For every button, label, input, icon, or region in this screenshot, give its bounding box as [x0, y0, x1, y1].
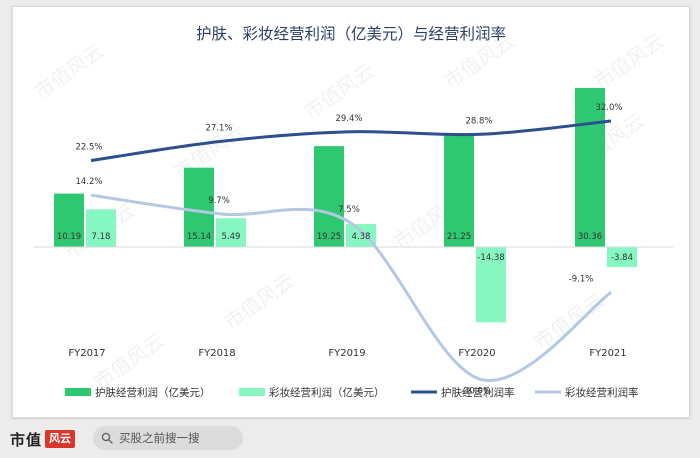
- legend-label: 护肤经营利润率: [441, 386, 515, 399]
- bar-makeup: [86, 209, 116, 247]
- x-tick-label: FY2017: [68, 348, 105, 359]
- legend-swatch-bar: [239, 388, 265, 396]
- brand-seal: 风云: [45, 430, 76, 448]
- watermark-text: 市值风云: [529, 288, 608, 354]
- bar-label-makeup: 5.49: [222, 232, 241, 242]
- x-tick-label: FY2018: [198, 348, 235, 359]
- line-label-makeup: 7.5%: [338, 205, 360, 215]
- legend-swatch-bar: [65, 388, 91, 396]
- x-tick-label: FY2020: [458, 348, 495, 359]
- bar-skincare: [444, 135, 474, 247]
- x-tick-label: FY2019: [328, 348, 365, 359]
- bar-label-skincare: 21.25: [447, 232, 471, 242]
- bar-skincare: [314, 146, 344, 247]
- line-label-skincare: 32.0%: [595, 103, 622, 113]
- line-layer: [90, 119, 612, 383]
- bar-skincare: [184, 167, 214, 247]
- data-label-layer: 10.19 7.18 15.14 5.49 19.25 4.38 21.25 -14.38 30…: [57, 103, 633, 397]
- legend-label: 彩妆经营利润率: [565, 386, 639, 399]
- watermark-text: 市值风云: [219, 268, 298, 334]
- line-label-skincare: 28.8%: [465, 116, 492, 126]
- bar-skincare: [54, 193, 84, 247]
- line-skincare-margin: [90, 119, 612, 163]
- line-label-makeup: 14.2%: [75, 177, 102, 187]
- bar-makeup: [607, 247, 637, 268]
- chart-title: 护肤、彩妆经营利润（亿美元）与经营利润率: [196, 25, 506, 43]
- search-icon: [101, 432, 113, 444]
- watermark-text: 市值风云: [89, 328, 168, 394]
- legend-label: 彩妆经营利润（亿美元）: [269, 386, 385, 399]
- bar-makeup: [346, 224, 376, 247]
- legend-label: 护肤经营利润（亿美元）: [95, 386, 211, 399]
- bar-skincare: [575, 87, 605, 247]
- bar-label-skincare: 10.19: [57, 232, 81, 242]
- brand-name: 市值: [10, 430, 43, 449]
- watermark-text: 市值风云: [29, 38, 108, 104]
- line-label-skincare: 29.4%: [335, 114, 362, 124]
- line-label-makeup: -30.0%: [461, 387, 491, 397]
- bar-label-skincare: 15.14: [187, 232, 211, 242]
- bar-makeup: [216, 218, 246, 247]
- bar-label-makeup: -14.38: [477, 253, 504, 263]
- line-label-makeup: -9.1%: [569, 274, 594, 284]
- bar-layer: [54, 87, 637, 323]
- bar-label-skincare: 19.25: [317, 232, 341, 242]
- line-makeup-margin: [90, 193, 612, 383]
- bar-label-makeup: 7.18: [92, 232, 111, 242]
- line-label-skincare: 27.1%: [205, 123, 232, 133]
- bar-makeup: [476, 247, 506, 323]
- brand-logo: 市值 风云: [10, 427, 76, 451]
- chart-card: 市值风云 市值风云 市值风云 市值风云 市值风云 市值风云 市值风云 市值风云 市值风云 市值风云…: [12, 6, 690, 418]
- legend: 护肤经营利润（亿美元） 彩妆经营利润（亿美元） 护肤经营利润率 彩妆经营利润率: [65, 386, 639, 399]
- bar-label-skincare: 30.36: [578, 232, 602, 242]
- line-label-skincare: 22.5%: [75, 143, 102, 153]
- search-box[interactable]: 买股之前搜一搜: [93, 426, 243, 450]
- watermark-text: 市值风云: [589, 28, 668, 94]
- bar-label-makeup: 4.38: [352, 232, 371, 242]
- search-placeholder: 买股之前搜一搜: [119, 431, 200, 445]
- footer-bar: 市值 风云 买股之前搜一搜: [0, 420, 700, 458]
- x-axis: FY2017 FY2018 FY2019 FY2020 FY2021: [68, 348, 626, 359]
- bar-label-makeup: -3.84: [611, 253, 633, 263]
- line-label-makeup: 9.7%: [208, 196, 230, 206]
- x-tick-label: FY2021: [589, 348, 626, 359]
